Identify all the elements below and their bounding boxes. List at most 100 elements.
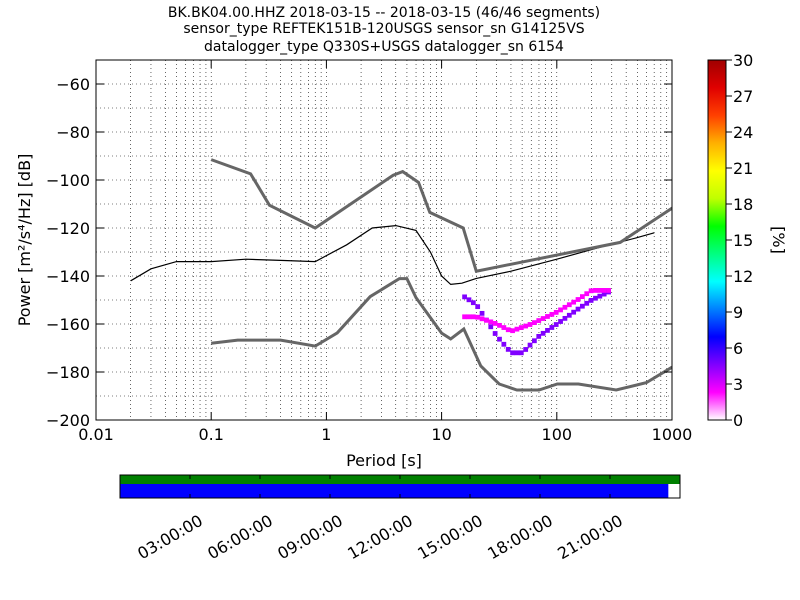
coverage-time-label: 09:00:00 bbox=[274, 511, 346, 563]
colorbar-tick-label: 15 bbox=[733, 231, 753, 250]
psd-cell-sparse bbox=[588, 288, 594, 294]
noise-model-nhnm bbox=[210, 158, 672, 273]
psd-cell-sparse bbox=[553, 322, 559, 327]
psd-cell-sparse bbox=[549, 312, 555, 317]
y-axis-ticks: −200 −180 −160 −140 −120 −100 −80 −60 bbox=[46, 75, 672, 430]
psd-cell-sparse bbox=[584, 291, 590, 297]
title-line-1: BK.BK04.00.HHZ 2018-03-15 -- 2018-03-15 … bbox=[168, 5, 600, 21]
colorbar-tick-label: 21 bbox=[733, 159, 753, 178]
coverage-time-label: 18:00:00 bbox=[484, 511, 556, 563]
psd-cell-sparse bbox=[497, 336, 502, 342]
coverage-time-label: 03:00:00 bbox=[134, 511, 206, 563]
psd-cell-sparse bbox=[536, 318, 542, 323]
psd-cell-sparse bbox=[475, 304, 481, 310]
psd-cell-sparse bbox=[545, 328, 550, 333]
noise-model-nlnm bbox=[211, 277, 672, 392]
psd-cell-sparse bbox=[475, 314, 481, 320]
psd-cell-sparse bbox=[523, 323, 529, 329]
psd-cell-sparse bbox=[566, 312, 572, 318]
psd-cell-sparse bbox=[540, 316, 546, 321]
y-tick-label: −140 bbox=[46, 267, 90, 286]
psd-cell-sparse bbox=[575, 306, 581, 312]
psd-cell-sparse bbox=[532, 320, 537, 326]
y-tick-label: −200 bbox=[46, 411, 90, 430]
plot-area: 0.01 0.1 1 10 100 1000 −200 −180 −160 −140 −120 −1… bbox=[46, 59, 692, 444]
colorbar-tick-label: 24 bbox=[733, 123, 753, 142]
psd-cell-sparse bbox=[584, 300, 590, 306]
psd-cell-sparse bbox=[518, 350, 524, 356]
psd-cell-sparse bbox=[571, 299, 577, 305]
colorbar-tick-label: 27 bbox=[733, 87, 753, 106]
coverage-bar-bottom bbox=[120, 484, 669, 498]
y-tick-label: −120 bbox=[46, 219, 90, 238]
coverage-time-label: 12:00:00 bbox=[344, 511, 416, 563]
psd-cell-sparse bbox=[488, 324, 494, 330]
psd-cell-sparse bbox=[505, 346, 511, 352]
psd-cell-sparse bbox=[588, 297, 594, 303]
x-tick-label: 0.1 bbox=[198, 425, 223, 444]
coverage-time-label: 21:00:00 bbox=[554, 511, 626, 563]
y-tick-label: −100 bbox=[46, 171, 90, 190]
psd-cell-sparse bbox=[558, 319, 563, 324]
colorbar-gradient bbox=[707, 59, 727, 421]
psd-cell-sparse bbox=[597, 288, 603, 293]
psd-cell-sparse bbox=[501, 341, 507, 347]
psd-cell-sparse bbox=[593, 295, 598, 301]
colorbar-tick-label: 18 bbox=[733, 195, 753, 214]
colorbar: 0 3 6 9 12 15 18 21 24 27 30 [%] bbox=[707, 51, 788, 430]
plot-frame bbox=[95, 59, 673, 421]
psd-cell-sparse bbox=[497, 322, 502, 328]
y-axis-label: Power [m²/s⁴/Hz] [dB] bbox=[15, 154, 34, 327]
psd-cell-sparse bbox=[484, 317, 489, 323]
x-tick-label: 1000 bbox=[652, 425, 693, 444]
psd-cell-sparse bbox=[527, 342, 533, 348]
psd-cell-sparse bbox=[501, 325, 507, 330]
x-tick-label: 1 bbox=[321, 425, 331, 444]
coverage-time-label: 15:00:00 bbox=[414, 511, 486, 563]
psd-cell-sparse bbox=[462, 294, 467, 300]
psd-cell-sparse bbox=[466, 314, 472, 320]
plot-background bbox=[96, 60, 672, 420]
psd-cell-sparse bbox=[462, 314, 467, 320]
psd-cell-sparse bbox=[579, 303, 585, 309]
psd-cell-sparse bbox=[510, 350, 515, 356]
y-tick-label: −60 bbox=[56, 75, 90, 94]
psd-cell-sparse bbox=[601, 291, 607, 297]
colorbar-tick-label: 12 bbox=[733, 267, 753, 286]
psd-cell-sparse bbox=[540, 330, 546, 336]
psd-cell-sparse bbox=[492, 331, 498, 336]
psd-cell-sparse bbox=[549, 325, 555, 330]
psd-cell-sparse bbox=[575, 297, 581, 302]
psd-heatmap bbox=[462, 288, 611, 356]
data-coverage: 03:00:0006:00:0009:00:0012:00:0015:00:00… bbox=[119, 474, 681, 563]
psd-cell-sparse bbox=[545, 314, 550, 319]
psd-cell-sparse bbox=[562, 315, 568, 321]
psd-cell-sparse bbox=[470, 300, 476, 306]
psd-cell-sparse bbox=[606, 288, 611, 293]
psd-cell-sparse bbox=[466, 297, 472, 303]
psd-cell-sparse bbox=[479, 310, 485, 316]
psd-cell-sparse bbox=[593, 288, 598, 293]
psd-cell-sparse bbox=[505, 327, 511, 333]
psd-cell-sparse bbox=[558, 307, 563, 313]
colorbar-tick-label: 0 bbox=[733, 411, 743, 430]
x-axis-ticks: 0.01 0.1 1 10 100 1000 bbox=[78, 60, 692, 444]
colorbar-tick-label: 9 bbox=[733, 303, 743, 322]
psd-cell-sparse bbox=[479, 316, 485, 322]
psd-mean-line bbox=[130, 224, 655, 286]
psd-cell-sparse bbox=[601, 288, 607, 293]
psd-cell-sparse bbox=[514, 326, 520, 332]
title-line-3: datalogger_type Q330S+USGS datalogger_sn… bbox=[204, 39, 564, 55]
colorbar-tick-label: 3 bbox=[733, 375, 743, 394]
psd-cell-sparse bbox=[579, 294, 585, 300]
psd-cell-sparse bbox=[536, 334, 542, 339]
psd-cell-sparse bbox=[571, 309, 577, 315]
psd-cell-sparse bbox=[553, 309, 559, 315]
coverage-bar-top bbox=[120, 475, 680, 484]
coverage-time-label: 06:00:00 bbox=[204, 511, 276, 563]
x-tick-label: 10 bbox=[431, 425, 451, 444]
psd-cell-sparse bbox=[523, 347, 529, 352]
psd-cell-sparse bbox=[527, 322, 533, 327]
psd-cell-sparse bbox=[470, 314, 476, 320]
